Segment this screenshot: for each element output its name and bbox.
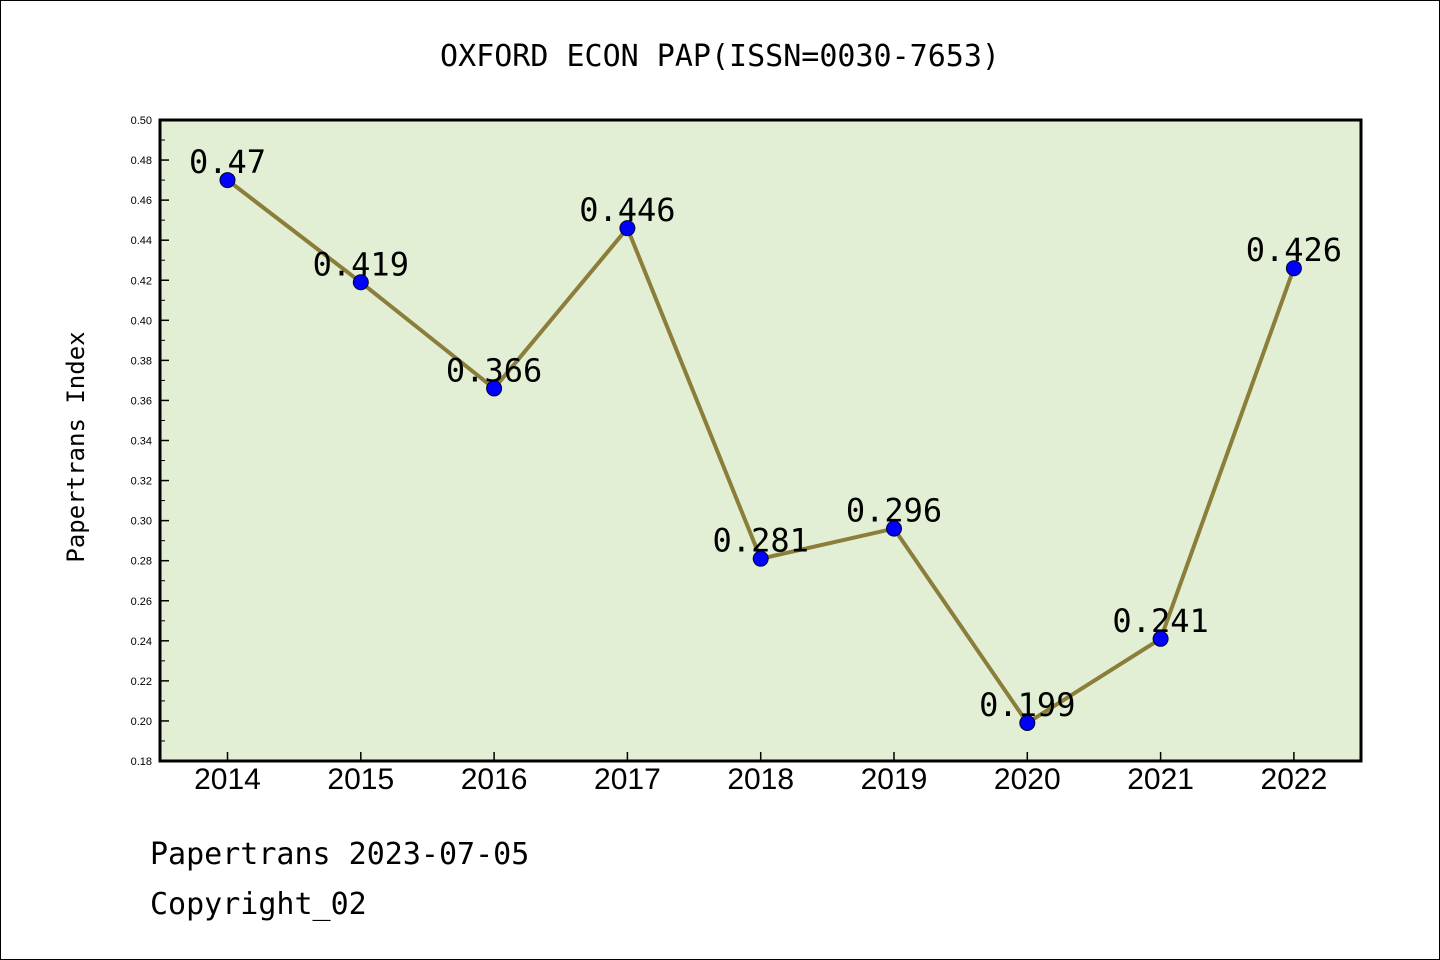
data-point xyxy=(1285,260,1302,277)
x-axis: 2014 2015 2016 2017 2018 2019 2020 2021 2022 xyxy=(194,752,1327,796)
x-tick-label: 2015 xyxy=(327,763,394,796)
data-label: 0.241 xyxy=(1112,602,1208,640)
y-tick-label: 0.44 xyxy=(131,235,152,247)
y-tick-label: 0.24 xyxy=(131,636,152,648)
y-tick-label: 0.34 xyxy=(131,436,152,448)
data-label: 0.296 xyxy=(846,492,942,530)
data-point xyxy=(1019,714,1036,731)
footer-source: Papertrans 2023-07-05 xyxy=(150,837,529,872)
y-tick-label: 0.18 xyxy=(131,756,152,768)
y-tick-label: 0.32 xyxy=(131,476,152,488)
data-markers xyxy=(219,172,1302,731)
data-point xyxy=(619,220,636,237)
y-tick-label: 0.40 xyxy=(131,315,152,327)
x-tick-label: 2022 xyxy=(1261,763,1328,796)
x-tick-label: 2018 xyxy=(727,763,794,796)
data-labels: 0.47 0.419 0.366 0.446 0.281 0.296 0.199 0.241 0… xyxy=(189,143,1342,724)
y-tick-label: 0.36 xyxy=(131,395,152,407)
data-point xyxy=(752,550,769,567)
data-point xyxy=(352,274,369,291)
y-axis: 0.18 0.20 0.22 0.24 0.26 0.28 0.30 0.32 0.34 0.36… xyxy=(131,115,169,768)
footer-copyright: Copyright_02 xyxy=(150,887,367,922)
x-tick-label: 2019 xyxy=(861,763,928,796)
y-tick-label: 0.46 xyxy=(131,195,152,207)
x-tick-label: 2021 xyxy=(1127,763,1194,796)
y-tick-label: 0.48 xyxy=(131,155,152,167)
data-label: 0.47 xyxy=(189,143,266,181)
y-tick-label: 0.38 xyxy=(131,355,152,367)
data-label: 0.426 xyxy=(1246,231,1342,269)
y-tick-label: 0.26 xyxy=(131,596,152,608)
data-label: 0.199 xyxy=(979,686,1075,724)
data-label: 0.281 xyxy=(713,522,809,560)
y-tick-label: 0.22 xyxy=(131,676,152,688)
data-point xyxy=(1152,630,1169,647)
y-axis-label: Papertrans Index xyxy=(62,331,90,562)
plot-area xyxy=(158,118,1363,763)
x-tick-label: 2017 xyxy=(594,763,661,796)
x-tick-label: 2016 xyxy=(461,763,528,796)
data-label: 0.446 xyxy=(579,191,675,229)
x-tick-label: 2020 xyxy=(994,763,1061,796)
data-label: 0.419 xyxy=(313,245,409,283)
data-point xyxy=(886,520,902,537)
data-point xyxy=(486,380,503,397)
data-point xyxy=(219,172,236,189)
y-tick-label: 0.50 xyxy=(131,115,152,127)
y-tick-label: 0.42 xyxy=(131,275,152,287)
y-tick-label: 0.28 xyxy=(131,556,152,568)
y-tick-label: 0.30 xyxy=(131,516,152,528)
x-tick-label: 2014 xyxy=(194,763,261,796)
data-label: 0.366 xyxy=(446,351,542,389)
y-tick-label: 0.20 xyxy=(131,716,152,728)
chart-title: OXFORD ECON PAP(ISSN=0030-7653) xyxy=(440,39,1000,74)
